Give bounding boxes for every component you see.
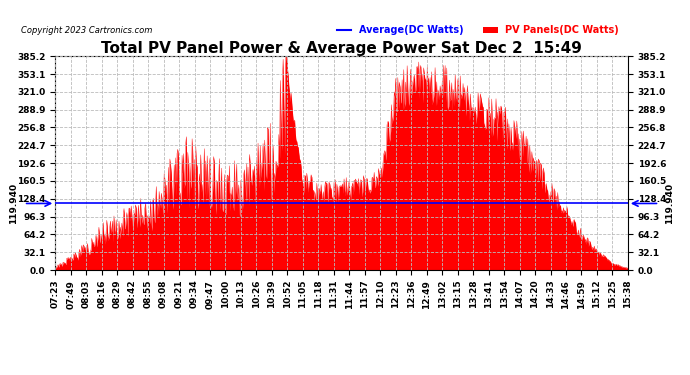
- Text: 119.940: 119.940: [665, 183, 674, 224]
- Text: Copyright 2023 Cartronics.com: Copyright 2023 Cartronics.com: [21, 26, 152, 35]
- Text: 119.940: 119.940: [9, 183, 18, 224]
- Legend: Average(DC Watts), PV Panels(DC Watts): Average(DC Watts), PV Panels(DC Watts): [333, 22, 623, 39]
- Title: Total PV Panel Power & Average Power Sat Dec 2  15:49: Total PV Panel Power & Average Power Sat…: [101, 41, 582, 56]
